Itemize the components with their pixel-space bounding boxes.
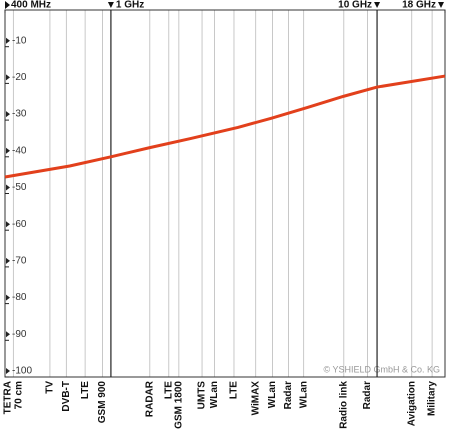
band-label: TV [45, 381, 56, 394]
band-label: LTE [163, 381, 174, 399]
tick-arrow [6, 257, 10, 264]
y-tick-label: -70 [12, 256, 27, 267]
tick-arrow [6, 111, 10, 118]
band-label: LTE [80, 381, 91, 399]
y-tick-label: -10 [12, 35, 27, 46]
band-label: GSM 1800 [173, 381, 184, 429]
tick-arrow [6, 294, 10, 301]
tick-arrow [374, 2, 381, 8]
x-tick-label: 1 GHz [116, 0, 144, 11]
band-label: WiMAX [250, 381, 261, 416]
tick-arrow [6, 184, 10, 191]
y-tick-label: -60 [12, 219, 27, 230]
band-label: DVB-T [61, 381, 72, 412]
band-label: WLan [267, 381, 278, 408]
band-label: WLan [298, 381, 309, 408]
band-label: WLan [209, 381, 220, 408]
band-label: Radar [362, 381, 373, 409]
band-label: Military [427, 381, 438, 416]
band-label: Radar [283, 381, 294, 409]
band-label: RADAR [144, 380, 155, 417]
tick-arrow [6, 331, 10, 338]
y-tick-label: -100 [12, 366, 32, 377]
tick-arrow [5, 1, 10, 9]
x-tick-label: 18 GHz [402, 0, 436, 11]
tick-arrow [6, 368, 10, 374]
data-line [4, 74, 446, 179]
y-tick-label: -20 [12, 72, 27, 83]
copyright: © YSHIELD GmbH & Co. KG [324, 364, 441, 374]
x-tick-label: 400 MHz [11, 0, 51, 11]
band-label: Radio link [338, 381, 349, 429]
y-tick-label: -90 [12, 329, 27, 340]
x-tick-label: 10 GHz [338, 0, 372, 11]
band-label: UMTS [197, 381, 208, 410]
y-tick-label: -30 [12, 109, 27, 120]
band-label: GSM 900 [97, 381, 108, 424]
band-label: LTE [229, 381, 240, 399]
tick-arrow [6, 37, 10, 44]
y-tick-label: -80 [12, 292, 27, 303]
tick-arrow [6, 74, 10, 81]
y-tick-label: -40 [12, 145, 27, 156]
band-label: Avigation [406, 381, 417, 426]
y-tick-label: -50 [12, 182, 27, 193]
plot-frame [4, 9, 446, 378]
tick-arrow [438, 2, 444, 8]
tick-arrow [107, 2, 114, 8]
band-label: 70 cm [13, 381, 24, 409]
tick-arrow [6, 147, 10, 154]
band-label: TETRA [2, 381, 13, 414]
tick-arrow [6, 221, 10, 228]
